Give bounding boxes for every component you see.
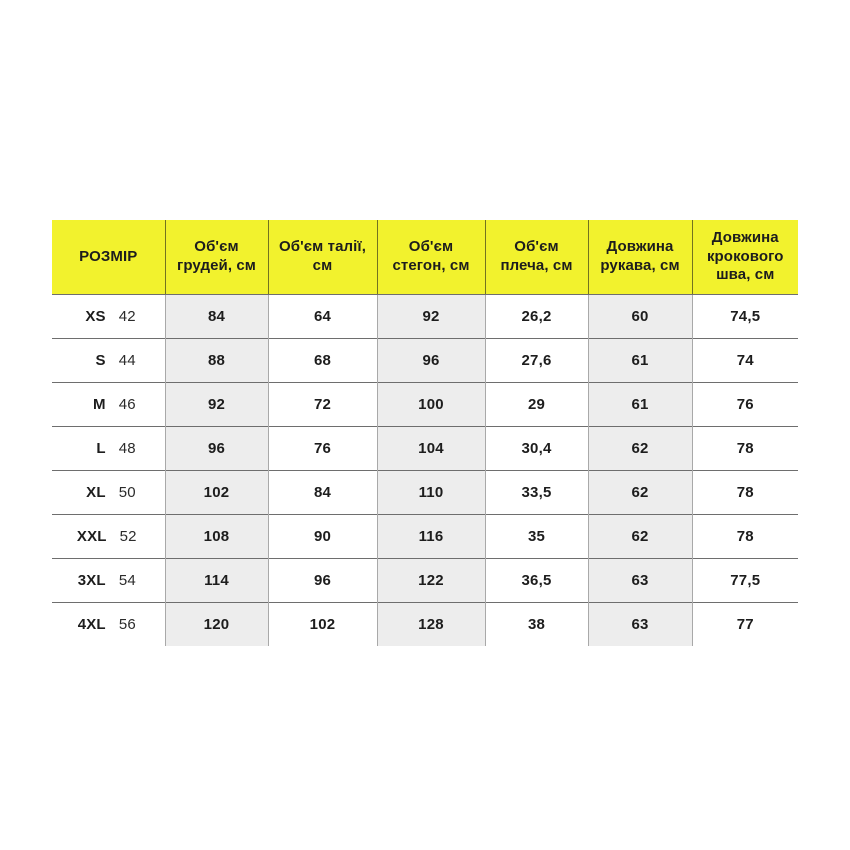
sleeve-cell: 60 bbox=[587, 294, 692, 339]
shoulder-cell: 38 bbox=[484, 602, 588, 646]
size-number: 48 bbox=[118, 440, 136, 457]
hips-cell: 100 bbox=[376, 382, 485, 427]
inseam-cell: 77 bbox=[691, 602, 798, 646]
shoulder-cell: 29 bbox=[484, 382, 588, 427]
size-number: 54 bbox=[118, 572, 136, 589]
header-row: РОЗМІР Об'єм грудей, см Об'єм талії, см … bbox=[52, 220, 798, 295]
waist-cell: 84 bbox=[267, 470, 377, 515]
hips-cell: 110 bbox=[376, 470, 485, 515]
inseam-cell: 77,5 bbox=[691, 558, 798, 603]
size-cell: 4XL 56 bbox=[52, 603, 165, 647]
waist-cell: 96 bbox=[267, 558, 377, 603]
waist-cell: 76 bbox=[267, 426, 377, 471]
table-row: L 48 96 76 104 30,4 62 78 bbox=[52, 426, 798, 471]
chest-cell: 96 bbox=[164, 426, 268, 471]
size-cell: XL 50 bbox=[52, 471, 165, 515]
size-chart-table-wrap: РОЗМІР Об'єм грудей, см Об'єм талії, см … bbox=[52, 220, 798, 646]
size-label: XS bbox=[85, 308, 106, 325]
table-row: XL 50 102 84 110 33,5 62 78 bbox=[52, 470, 798, 515]
shoulder-cell: 35 bbox=[484, 514, 588, 559]
inseam-cell: 78 bbox=[691, 514, 798, 559]
shoulder-cell: 30,4 bbox=[484, 426, 588, 471]
size-label: XL bbox=[86, 484, 106, 501]
size-cell: M 46 bbox=[52, 383, 165, 427]
size-number: 44 bbox=[118, 352, 136, 369]
table-row: 4XL 56 120 102 128 38 63 77 bbox=[52, 602, 798, 647]
size-label: S bbox=[95, 352, 106, 369]
table-header: РОЗМІР Об'єм грудей, см Об'єм талії, см … bbox=[52, 220, 798, 295]
size-label: XXL bbox=[76, 528, 107, 545]
chest-cell: 114 bbox=[164, 558, 268, 603]
sleeve-cell: 63 bbox=[587, 602, 692, 646]
waist-cell: 90 bbox=[267, 514, 377, 559]
hips-cell: 128 bbox=[376, 602, 485, 646]
size-cell: XXL 52 bbox=[52, 515, 165, 559]
size-number: 42 bbox=[118, 308, 136, 325]
chest-cell: 102 bbox=[164, 470, 268, 515]
header-cell-chest: Об'єм грудей, см bbox=[164, 220, 268, 295]
size-label: L bbox=[96, 440, 106, 457]
size-label: M bbox=[93, 396, 106, 413]
waist-cell: 72 bbox=[267, 382, 377, 427]
inseam-cell: 76 bbox=[691, 382, 798, 427]
header-cell-waist: Об'єм талії, см bbox=[267, 220, 377, 295]
hips-cell: 122 bbox=[376, 558, 485, 603]
chest-cell: 120 bbox=[164, 602, 268, 646]
table-row: XS 42 84 64 92 26,2 60 74,5 bbox=[52, 294, 798, 339]
header-cell-size: РОЗМІР bbox=[52, 220, 165, 295]
hips-cell: 96 bbox=[376, 338, 485, 383]
size-number: 52 bbox=[119, 528, 137, 545]
sleeve-cell: 62 bbox=[587, 470, 692, 515]
size-chart-table: РОЗМІР Об'єм грудей, см Об'єм талії, см … bbox=[52, 220, 798, 646]
size-label: 4XL bbox=[77, 616, 106, 633]
header-cell-shoulder: Об'єм плеча, см bbox=[484, 220, 588, 295]
sleeve-cell: 63 bbox=[587, 558, 692, 603]
chest-cell: 92 bbox=[164, 382, 268, 427]
sleeve-cell: 62 bbox=[587, 514, 692, 559]
inseam-cell: 78 bbox=[691, 470, 798, 515]
header-cell-inseam: Довжина крокового шва, см bbox=[691, 220, 798, 295]
table-row: XXL 52 108 90 116 35 62 78 bbox=[52, 514, 798, 559]
table-row: 3XL 54 114 96 122 36,5 63 77,5 bbox=[52, 558, 798, 603]
sleeve-cell: 61 bbox=[587, 382, 692, 427]
table-row: M 46 92 72 100 29 61 76 bbox=[52, 382, 798, 427]
header-cell-hips: Об'єм стегон, см bbox=[376, 220, 485, 295]
header-cell-sleeve: Довжина рукава, см bbox=[587, 220, 692, 295]
size-cell: L 48 bbox=[52, 427, 165, 471]
chest-cell: 108 bbox=[164, 514, 268, 559]
size-cell: 3XL 54 bbox=[52, 559, 165, 603]
shoulder-cell: 27,6 bbox=[484, 338, 588, 383]
hips-cell: 92 bbox=[376, 294, 485, 339]
sleeve-cell: 61 bbox=[587, 338, 692, 383]
table-row: S 44 88 68 96 27,6 61 74 bbox=[52, 338, 798, 383]
inseam-cell: 74 bbox=[691, 338, 798, 383]
shoulder-cell: 36,5 bbox=[484, 558, 588, 603]
size-number: 46 bbox=[118, 396, 136, 413]
hips-cell: 104 bbox=[376, 426, 485, 471]
size-cell: XS 42 bbox=[52, 295, 165, 339]
waist-cell: 64 bbox=[267, 294, 377, 339]
size-number: 56 bbox=[118, 616, 136, 633]
inseam-cell: 74,5 bbox=[691, 294, 798, 339]
table-body: XS 42 84 64 92 26,2 60 74,5 S 44 bbox=[52, 294, 798, 647]
shoulder-cell: 26,2 bbox=[484, 294, 588, 339]
chest-cell: 84 bbox=[164, 294, 268, 339]
size-number: 50 bbox=[118, 484, 136, 501]
chest-cell: 88 bbox=[164, 338, 268, 383]
shoulder-cell: 33,5 bbox=[484, 470, 588, 515]
sleeve-cell: 62 bbox=[587, 426, 692, 471]
size-label: 3XL bbox=[77, 572, 106, 589]
hips-cell: 116 bbox=[376, 514, 485, 559]
waist-cell: 68 bbox=[267, 338, 377, 383]
inseam-cell: 78 bbox=[691, 426, 798, 471]
waist-cell: 102 bbox=[267, 602, 377, 646]
size-cell: S 44 bbox=[52, 339, 165, 383]
